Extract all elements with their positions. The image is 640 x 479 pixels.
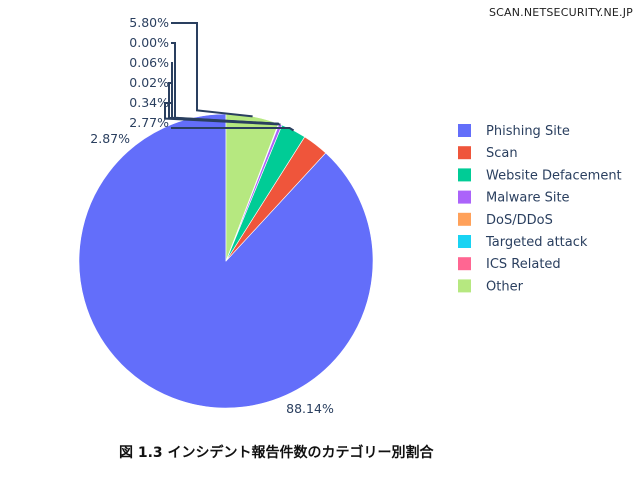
legend-label-malware-site: Malware Site	[486, 191, 570, 206]
legend-label-phishing-site: Phishing Site	[486, 124, 570, 139]
legend-label-scan: Scan	[486, 146, 518, 161]
pct-label-targeted-attack: 0.06%	[129, 55, 169, 70]
legend-label-ics-related: ICS Related	[486, 257, 561, 272]
legend-item-other[interactable]: Other	[458, 279, 524, 294]
legend-item-scan[interactable]: Scan	[458, 146, 518, 161]
legend-label-other: Other	[486, 279, 524, 294]
pct-label-dos-ddos: 0.02%	[129, 75, 169, 90]
pct-label-phishing-site: 88.14%	[286, 401, 334, 416]
legend-item-dos-ddos[interactable]: DoS/DDoS	[458, 212, 553, 228]
legend-item-phishing-site[interactable]: Phishing Site	[458, 124, 570, 139]
legend-item-malware-site[interactable]: Malware Site	[458, 190, 570, 206]
pct-label-other: 5.80%	[129, 15, 169, 30]
legend-item-website-defacement[interactable]: Website Defacement	[458, 168, 622, 183]
pct-label-malware-site: 0.34%	[129, 95, 169, 110]
legend-label-website-defacement: Website Defacement	[486, 168, 622, 183]
leader-website-defacement	[171, 127, 295, 132]
legend-swatch-ics-related	[458, 257, 471, 271]
legend-swatch-targeted-attack	[458, 235, 471, 248]
legend-label-targeted-attack: Targeted attack	[485, 235, 588, 250]
legend: Phishing Site Scan Website Defacement Malwa…	[458, 124, 622, 294]
legend-swatch-website-defacement	[458, 168, 471, 182]
legend-swatch-scan	[458, 146, 471, 160]
leader-ics-related	[171, 42, 279, 125]
leader-other	[171, 22, 253, 118]
pct-label-website-defacement: 2.77%	[129, 115, 169, 130]
legend-swatch-malware-site	[458, 190, 471, 204]
legend-item-ics-related[interactable]: ICS Related	[458, 257, 561, 272]
legend-swatch-dos-ddos	[458, 212, 471, 226]
legend-swatch-other	[458, 279, 471, 293]
legend-swatch-phishing-site	[458, 124, 471, 137]
figure-caption: 図 1.3 インシデント報告件数のカテゴリー別割合	[119, 444, 435, 461]
pie-slices	[78, 113, 374, 409]
percentage-labels: 88.14% 2.87%2.77% 0.34% 0.02% 0.06% 0.00% 5.80…	[90, 15, 334, 416]
watermark-text: SCAN.NETSECURITY.NE.JP	[489, 6, 633, 19]
label-leader-lines	[164, 22, 295, 132]
pct-label-ics-related: 0.00%	[129, 35, 169, 50]
pct-label-scan: 2.87%	[90, 131, 130, 146]
legend-label-dos-ddos: DoS/DDoS	[486, 213, 553, 228]
legend-item-targeted-attack[interactable]: Targeted attack	[458, 235, 588, 250]
